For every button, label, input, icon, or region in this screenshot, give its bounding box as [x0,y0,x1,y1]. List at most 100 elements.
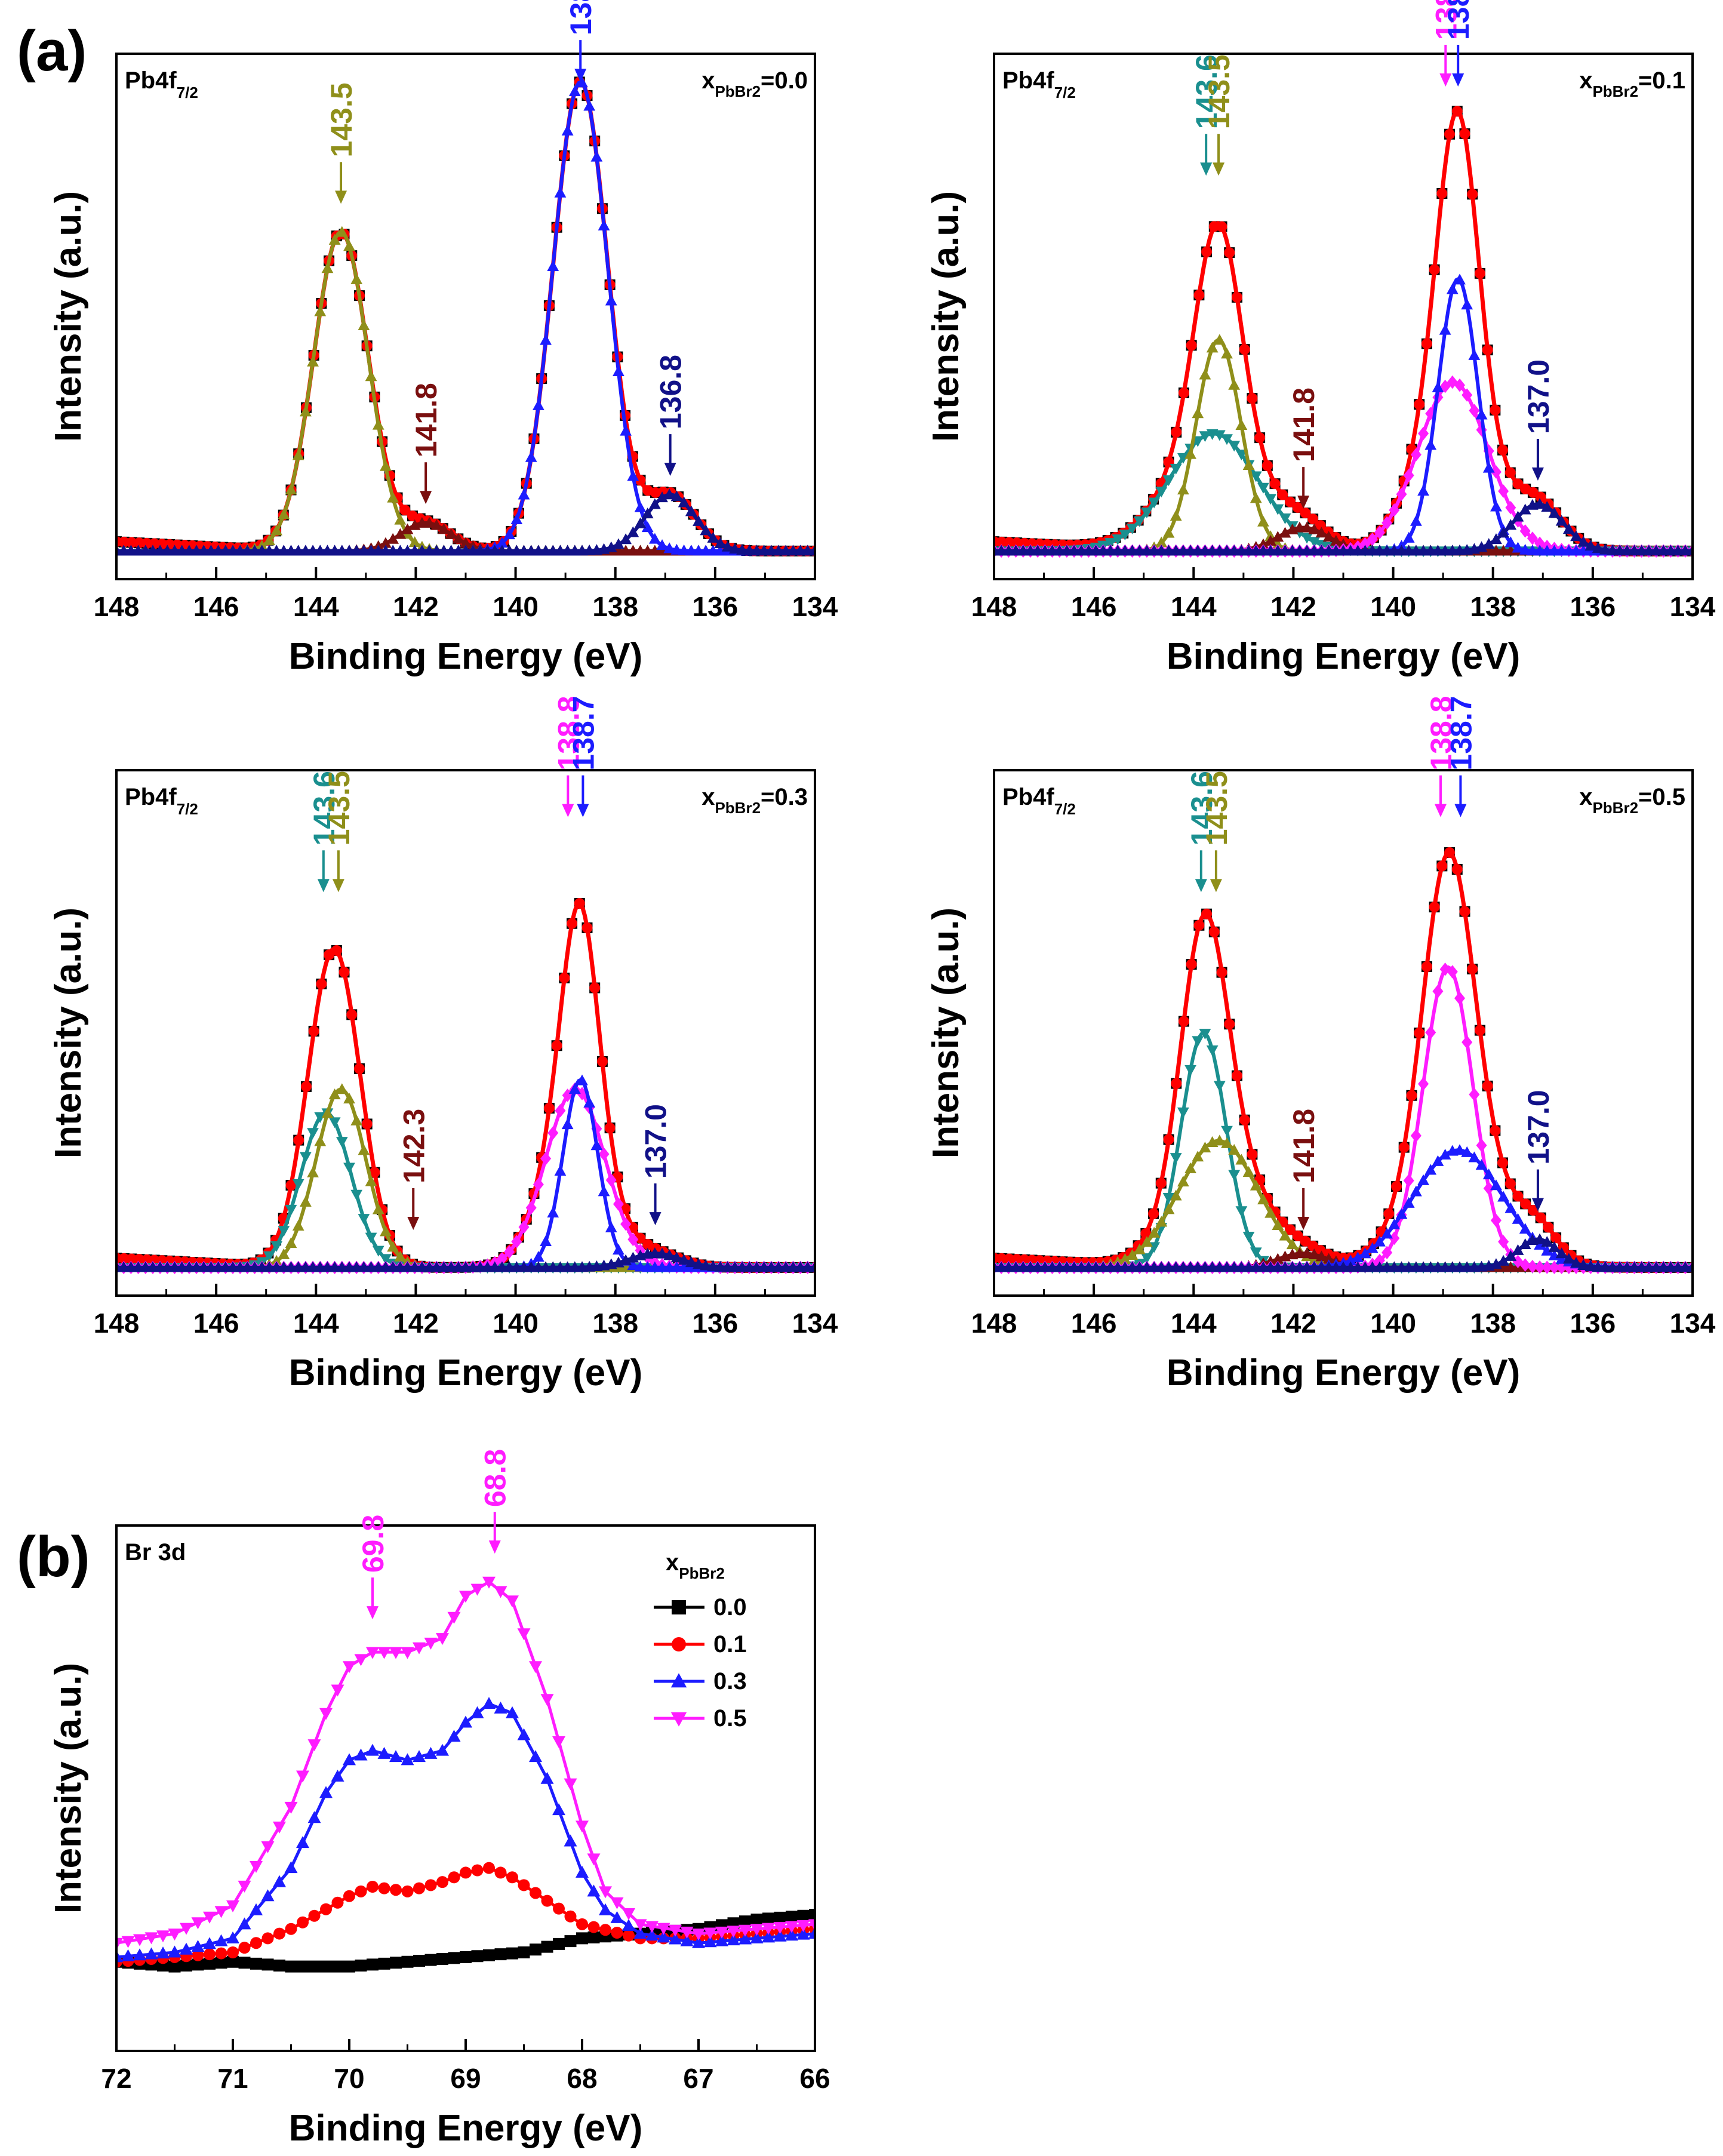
annotation-arrow-head [317,879,330,893]
annotation-arrow-head [407,1217,420,1230]
chart-a4: 148 146 144 142 140 138 136 134 Binding Energy (… [925,696,1716,1394]
x-tick-label: 136 [692,1308,738,1339]
annotation-arrow-head [335,190,347,204]
annotation-label: 141.8 [1287,1109,1321,1183]
x-tick-label: 146 [193,591,239,622]
composition-value: =0.1 [1638,67,1685,94]
x-tick-label: 138 [1470,1308,1516,1339]
x-tick-label: 144 [293,591,339,622]
x-tick-label: 136 [1570,591,1616,622]
series-markers-0.0 [118,1909,814,1973]
annotation-label: 68.8 [479,1449,512,1507]
legend-title-main: x [666,1549,679,1576]
x-axis-title: Binding Energy (eV) [1167,1352,1520,1394]
annotation-arrow-head [664,463,676,476]
annotation-label: 143.6 [307,771,341,845]
annotation-label: 143.5 [322,771,356,845]
legend-title: xPbBr2 [666,1549,725,1582]
x-tick-label: 140 [493,591,539,622]
annotation-arrow-head [1297,1217,1310,1230]
x-tick-label: 144 [1171,591,1217,622]
x-tick-label: 134 [1670,591,1716,622]
series-line-measured [118,80,814,553]
annotation-label: 143.5 [1202,54,1236,129]
x-tick-label: 71 [217,2063,248,2094]
annotation-arrow-head [562,804,574,817]
composition-value: =0.5 [1638,784,1685,810]
annotation-label: 137.0 [1522,359,1555,434]
composition-value: =0.3 [761,784,808,810]
annotation-label: 69.8 [356,1515,390,1573]
composition-value: =0.0 [761,67,808,94]
x-tick-label: 136 [692,591,738,622]
annotation-arrow-head [367,1606,379,1620]
composition-label: xPbBr2=0.5 [1579,784,1685,817]
annotation-arrow-head [577,804,589,817]
series-line-143-6-component [995,1031,1691,1269]
series-line-143-6-component [995,432,1691,553]
core-level-main: Pb4f [1002,784,1054,810]
annotation-label: 137.0 [1522,1090,1555,1164]
series-line-0.5 [118,1580,814,1945]
legend-entry-0.3: 0.3 [713,1668,747,1694]
annotation-arrow-head [1297,496,1310,509]
x-tick-label: 146 [193,1308,239,1339]
y-axis-title: Intensity (a.u.) [925,908,967,1158]
legend-marker-0.1 [672,1637,686,1651]
x-tick-label: 142 [1270,1308,1316,1339]
plot-series [118,1576,814,1973]
x-tick-label: 70 [334,2063,364,2094]
x-tick-label: 146 [1071,1308,1117,1339]
series-markers-measured [995,847,1691,1273]
annotation-label: 143.6 [1185,771,1219,845]
annotation-label: 138.8 [552,696,585,770]
annotation-arrow-head [1195,879,1207,893]
annotation-arrow-head [332,879,344,893]
annotation-arrow-head [1210,879,1222,893]
annotation-label: 138.7 [1444,696,1478,770]
plot-frame [993,769,1694,1297]
annotation-label: 137.0 [639,1104,673,1179]
annotation-arrow-head [1531,468,1544,481]
chart-b: 72 71 70 69 68 67 66 Binding Energy (eV) Intensi… [48,1449,830,2149]
series-markers-143-5-component [118,226,814,556]
series-markers-143-5-component [995,1134,1691,1272]
series-markers-137-0-component [118,1247,814,1272]
series-markers-fit-envelope [995,847,1691,1273]
core-level-label: Pb4f7/2 [1002,67,1076,102]
x-tick-label: 138 [1470,591,1516,622]
charts-layer: 148 146 144 142 140 138 136 134 Binding Energy (… [48,0,1716,2149]
x-axis-title: Binding Energy (eV) [1167,636,1520,677]
x-tick-label: 148 [94,591,140,622]
annotation-arrow-head [1531,1198,1544,1211]
series-line-138-8-component [118,1087,814,1269]
x-tick-label: 148 [94,1308,140,1339]
core-level-label: Pb4f7/2 [1002,784,1076,818]
annotation-arrow-head [574,69,587,82]
legend-entry-0.5: 0.5 [713,1705,747,1731]
annotation-label: 143.5 [1200,771,1233,845]
annotation-arrow-head [420,491,432,505]
plot-frame [993,53,1694,580]
series-line-138-8-component [995,380,1691,553]
core-level-label: Br 3d [125,1539,186,1566]
composition-sub: PbBr2 [1592,799,1638,817]
series-markers-143-5-component [995,334,1691,556]
series-markers-0.1 [118,1862,814,1968]
y-axis-title: Intensity (a.u.) [925,191,967,442]
series-markers-143-6-component [995,1029,1691,1274]
x-tick-label: 140 [1370,1308,1416,1339]
composition-main: x [1579,784,1592,810]
x-tick-label: 68 [567,2063,597,2094]
series-line-fit-envelope [118,79,814,553]
legend-title-sub: PbBr2 [679,1564,725,1582]
annotation-arrow-head [1454,804,1467,817]
annotation-label: 141.8 [410,383,443,457]
y-axis-title: Intensity (a.u.) [48,908,89,1158]
series-markers-138-8-component [995,375,1691,558]
chart-a1: 148 146 144 142 140 138 136 134 Binding Energy (… [48,0,838,677]
x-tick-label: 144 [293,1308,339,1339]
annotation-arrow-head [488,1540,501,1554]
annotation-label: 136.8 [654,355,688,429]
